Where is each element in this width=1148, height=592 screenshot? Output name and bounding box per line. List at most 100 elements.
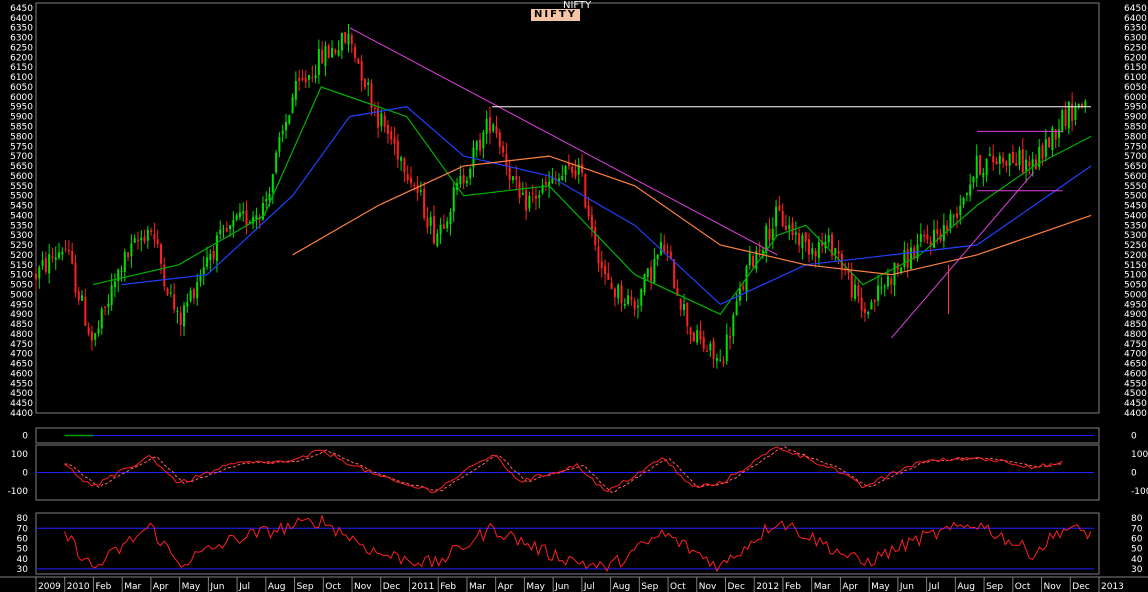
candle-body	[956, 213, 959, 218]
candle-body	[393, 137, 396, 144]
price-y-tick-right: 5150	[1124, 261, 1147, 271]
candle-body	[48, 254, 51, 274]
candle-body	[485, 118, 488, 134]
candle-body	[554, 178, 557, 180]
candle-body	[298, 78, 301, 81]
candle-body	[265, 198, 268, 202]
candle-body	[367, 82, 370, 85]
candle-body	[192, 288, 195, 299]
candle-body	[679, 298, 682, 310]
x-tick-label: Apr	[153, 582, 169, 592]
candle-body	[35, 273, 37, 280]
candle-body	[745, 266, 748, 293]
candle-body	[1064, 109, 1067, 126]
candle-body	[729, 336, 732, 339]
candle-body	[942, 224, 945, 241]
price-y-tick-left: 5300	[10, 231, 33, 241]
candle-body	[229, 225, 232, 230]
panel-frame-vol	[35, 427, 1100, 444]
candle-body	[301, 78, 304, 80]
candle-body	[403, 158, 406, 173]
candle-body	[811, 248, 814, 255]
price-y-tick-left: 4900	[10, 310, 33, 320]
candle-body	[502, 146, 505, 153]
candle-body	[169, 292, 172, 294]
price-y-tick-right: 5050	[1124, 281, 1147, 291]
price-y-tick-right: 6200	[1124, 53, 1147, 63]
price-y-tick-right: 4600	[1124, 369, 1147, 379]
panel-frame-rsi	[35, 512, 1100, 575]
candle-body	[429, 216, 432, 226]
candle-body	[202, 267, 205, 275]
candle-body	[150, 230, 153, 232]
price-y-tick-left: 5100	[10, 271, 33, 281]
candle-body	[294, 80, 297, 100]
candle-body	[508, 167, 511, 181]
candle-body	[604, 265, 607, 275]
candle-body	[140, 237, 143, 241]
candle-body	[788, 224, 791, 230]
candle-body	[377, 108, 380, 128]
candle-body	[1061, 110, 1064, 133]
candle-body	[1054, 129, 1057, 140]
candle-body	[706, 350, 709, 352]
candle-body	[623, 303, 626, 306]
price-y-tick-right: 5100	[1124, 271, 1147, 281]
candle-body	[686, 302, 689, 326]
candle-body	[636, 305, 639, 308]
price-y-tick-right: 5500	[1124, 192, 1147, 202]
rsi-y-tick-left: 40	[17, 555, 29, 565]
x-tick-label: Feb	[440, 582, 456, 592]
x-tick-label: Apr	[498, 582, 514, 592]
candle-body	[949, 214, 952, 229]
candle-body	[386, 125, 389, 134]
x-tick-label: Aug	[957, 582, 975, 592]
candle-body	[146, 229, 149, 241]
zero-y-tick-right: 0	[1131, 432, 1137, 442]
candle-body	[199, 274, 202, 282]
x-tick-label: Aug	[268, 582, 286, 592]
candle-body	[663, 244, 666, 252]
rsi-y-tick-right: 30	[1131, 565, 1143, 575]
candle-body	[880, 287, 883, 289]
candle-body	[600, 261, 603, 268]
price-y-tick-left: 5700	[10, 152, 33, 162]
candle-body	[521, 193, 524, 195]
candle-body	[488, 117, 491, 133]
candle-body	[179, 312, 182, 325]
candle-body	[77, 291, 80, 301]
price-y-tick-left: 5750	[10, 142, 33, 152]
candle-body	[1081, 103, 1084, 107]
candle-body	[778, 205, 781, 211]
candle-body	[373, 107, 376, 109]
candle-body	[702, 336, 705, 349]
candle-body	[992, 155, 995, 163]
candle-body	[890, 278, 893, 285]
candle-body	[222, 228, 225, 230]
price-y-tick-left: 4450	[10, 399, 33, 409]
price-y-tick-left: 6150	[10, 63, 33, 73]
price-y-tick-left: 4950	[10, 300, 33, 310]
candle-body	[840, 254, 843, 270]
candle-body	[1005, 161, 1008, 166]
candle-body	[452, 187, 455, 212]
x-tick-label: 2012	[756, 582, 779, 592]
candle-body	[831, 234, 834, 256]
price-y-tick-left: 6100	[10, 73, 33, 83]
candle-body	[347, 33, 350, 45]
panel-frame-price	[35, 2, 1100, 414]
rsi-y-tick-left: 80	[17, 514, 29, 524]
candle-body	[525, 190, 528, 211]
price-y-tick-left: 4600	[10, 369, 33, 379]
candle-body	[653, 259, 656, 283]
x-tick-label: Sep	[297, 582, 314, 592]
candle-body	[186, 302, 189, 307]
candle-body	[998, 155, 1001, 164]
price-y-tick-left: 4500	[10, 389, 33, 399]
candle-body	[331, 48, 334, 58]
candle-body	[850, 273, 853, 298]
candle-body	[659, 241, 662, 255]
price-y-tick-right: 4700	[1124, 350, 1147, 360]
x-tick-label: Jun	[209, 582, 224, 592]
price-y-tick-left: 5400	[10, 211, 33, 221]
